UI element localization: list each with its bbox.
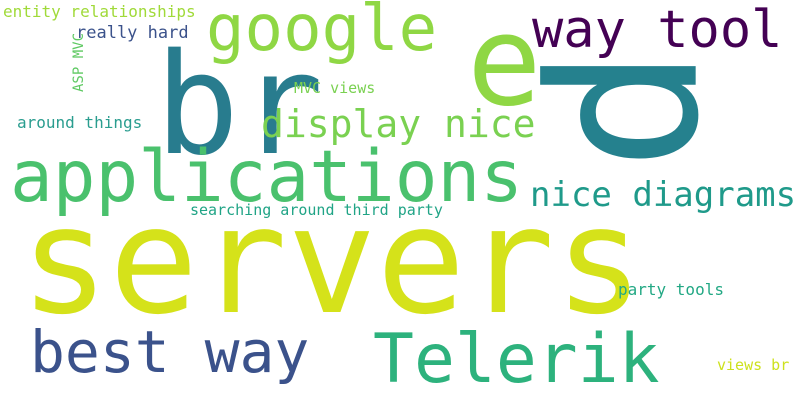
word-display-nice: display nice [261,102,536,146]
word-way-tool: way tool [532,0,783,60]
word-e: e [467,0,542,134]
word-views-br: views br [717,356,790,374]
word-applications: applications [10,135,523,218]
word-servers: servers [20,175,644,347]
word-party-tools: party tools [618,280,724,299]
word-really-hard: really hard [76,23,189,43]
word-around-things: around things [17,113,143,132]
word-mvc-views: MVC views [294,79,376,97]
word-best-way: best way [30,318,310,386]
word-entity-relationships: entity relationships [3,2,196,21]
word-google: google [206,0,438,66]
word-p: p [534,47,774,172]
word-telerik: Telerik [373,320,660,399]
word-br: br [155,24,324,187]
word-nice-diagrams: nice diagrams [530,175,797,215]
word-searching-around-third-party: searching around third party [190,201,443,219]
